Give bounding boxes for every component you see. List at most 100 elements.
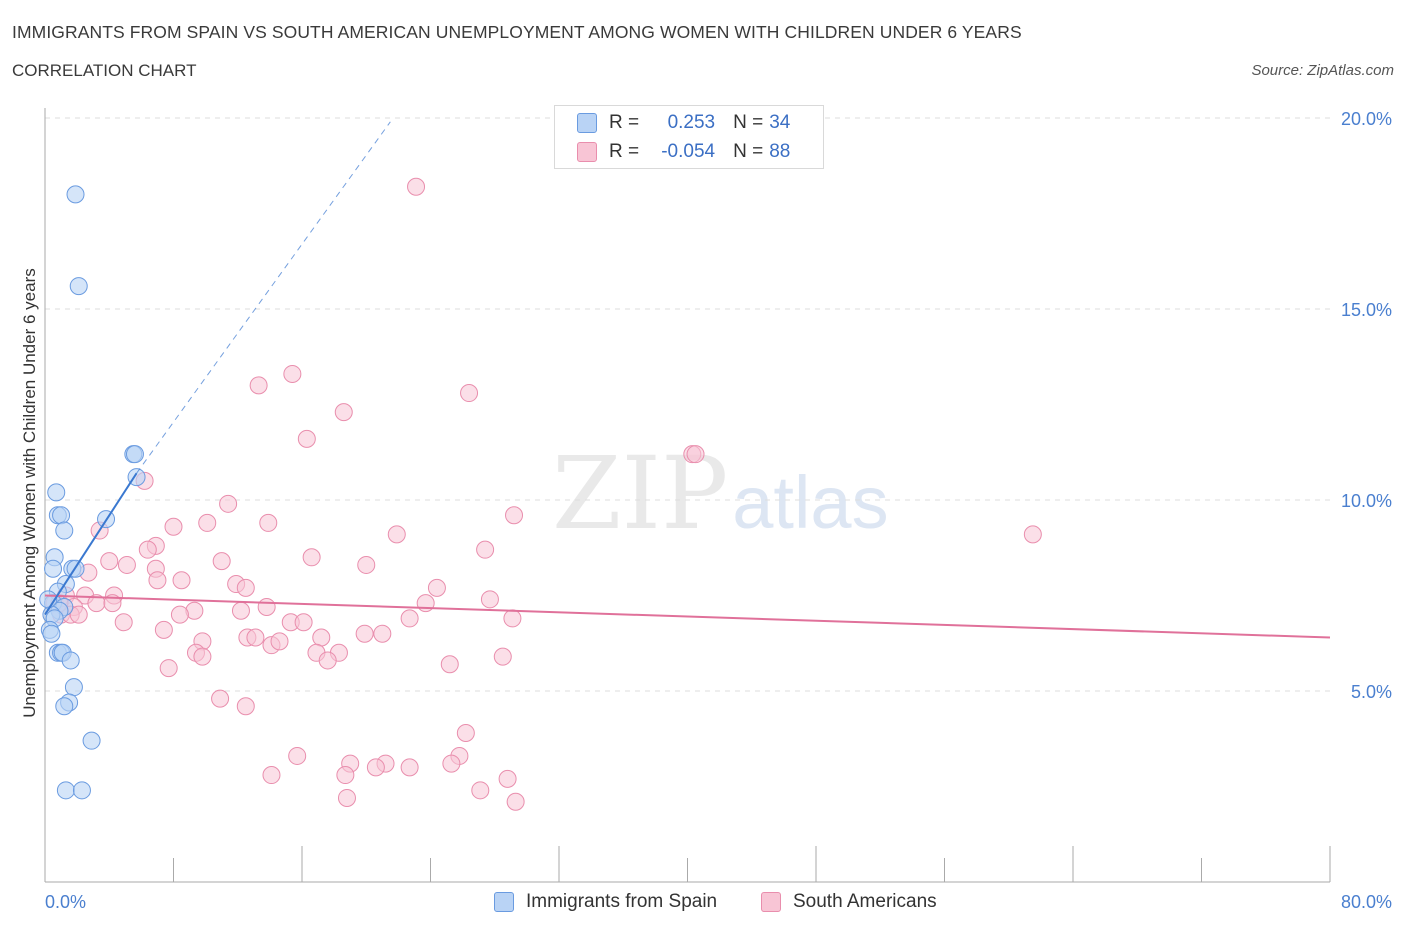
south-americans-point <box>154 620 173 639</box>
r-label: R = <box>609 112 640 133</box>
spain-legend-swatch <box>494 892 514 912</box>
r-value: -0.054 <box>661 141 716 162</box>
n-value: 88 <box>769 141 791 162</box>
south-americans-point <box>373 624 392 643</box>
spain-point <box>56 781 75 800</box>
south-americans-point <box>236 697 255 716</box>
south-americans-point <box>236 578 255 597</box>
south-americans-point <box>69 605 88 624</box>
r-label: R = <box>609 141 640 162</box>
south-americans-point <box>100 552 119 571</box>
spain-point <box>82 731 101 750</box>
south-americans-point <box>480 590 499 609</box>
spain-point <box>125 445 144 464</box>
y-tick-label: 20.0% <box>1341 109 1392 129</box>
y-axis-label: Unemployment Among Women with Children U… <box>20 268 39 717</box>
south-americans-swatch <box>577 142 597 162</box>
south-americans-point <box>262 766 281 785</box>
n-label: N = <box>733 112 764 133</box>
south-americans-point <box>387 525 406 544</box>
south-americans-point <box>506 792 525 811</box>
south-americans-point <box>366 758 385 777</box>
south-americans-point <box>493 647 512 666</box>
series-south-americans <box>45 177 1042 811</box>
series-immigrants-from-spain <box>39 185 146 800</box>
south-americans-point <box>336 766 355 785</box>
south-americans-point <box>164 517 183 536</box>
south-americans-point <box>355 624 374 643</box>
south-americans-point <box>283 364 302 383</box>
y-tick-label: 15.0% <box>1341 300 1392 320</box>
south-americans-point <box>460 384 479 403</box>
south-americans-point <box>686 445 705 464</box>
watermark: ZIPatlas <box>552 435 889 552</box>
south-americans-point <box>503 609 522 628</box>
south-americans-point <box>114 613 133 632</box>
south-americans-point <box>270 632 289 651</box>
spain-point <box>64 678 83 697</box>
trend-lines <box>44 121 1331 639</box>
tick-labels: 5.0% 10.0% 15.0% 20.0% 0.0% 80.0% <box>45 109 1392 912</box>
spain-point <box>69 277 88 296</box>
spain-swatch <box>577 113 597 133</box>
watermark-atlas: atlas <box>732 461 889 544</box>
south-americans-point <box>193 647 212 666</box>
spain-point <box>66 185 85 204</box>
south-americans-point <box>198 513 217 532</box>
south-americans-point <box>219 494 238 513</box>
south-americans-point <box>476 540 495 559</box>
south-americans-point <box>249 376 268 395</box>
spain-point <box>44 559 63 578</box>
r-value: 0.253 <box>667 112 716 133</box>
legend-row-spain: R = 0.253 N = 34 <box>577 110 790 136</box>
chart-subtitle: CORRELATION CHART <box>12 61 197 80</box>
spain-trend-extension <box>136 121 391 474</box>
axes <box>44 108 1331 883</box>
south-americans-point <box>288 746 307 765</box>
spain-point <box>72 781 91 800</box>
south-americans-point <box>1023 525 1042 544</box>
south-americans-point <box>357 555 376 574</box>
south-americans-legend-swatch <box>761 892 781 912</box>
south-americans-point <box>103 594 122 613</box>
south-americans-point <box>505 506 524 525</box>
y-tick-label: 5.0% <box>1351 682 1392 702</box>
spain-point <box>42 624 61 643</box>
south-americans-point <box>172 571 191 590</box>
south-americans-point <box>337 788 356 807</box>
spain-point <box>52 506 71 525</box>
south-americans-point <box>498 769 517 788</box>
south-americans-point <box>294 613 313 632</box>
south-americans-point <box>442 754 461 773</box>
spain-point <box>61 651 80 670</box>
south-americans-point <box>334 403 353 422</box>
south-americans-point <box>302 548 321 567</box>
south-americans-point <box>138 540 157 559</box>
south-americans-point <box>257 597 276 616</box>
south-americans-point <box>211 689 230 708</box>
legend-item-spain: Immigrants from Spain <box>494 889 717 915</box>
south-americans-point <box>440 655 459 674</box>
south-americans-point <box>471 781 490 800</box>
spain-point <box>55 697 74 716</box>
south-americans-point <box>312 628 331 647</box>
south-americans-trend-line <box>44 594 1331 639</box>
y-tick-label: 10.0% <box>1341 491 1392 511</box>
south-americans-point <box>212 552 231 571</box>
n-value: 34 <box>769 112 791 133</box>
south-americans-point <box>148 571 167 590</box>
south-americans-point <box>259 513 278 532</box>
south-americans-point <box>231 601 250 620</box>
spain-legend-label: Immigrants from Spain <box>526 891 718 912</box>
south-americans-point <box>400 758 419 777</box>
south-americans-point <box>427 578 446 597</box>
south-americans-point <box>297 429 316 448</box>
south-americans-point <box>318 651 337 670</box>
south-americans-point <box>159 659 178 678</box>
spain-trend-line <box>44 472 138 616</box>
spain-point <box>47 483 66 502</box>
chart-title: IMMIGRANTS FROM SPAIN VS SOUTH AMERICAN … <box>12 22 1022 42</box>
south-americans-point <box>456 724 475 743</box>
x-tick-label: 80.0% <box>1341 892 1392 912</box>
